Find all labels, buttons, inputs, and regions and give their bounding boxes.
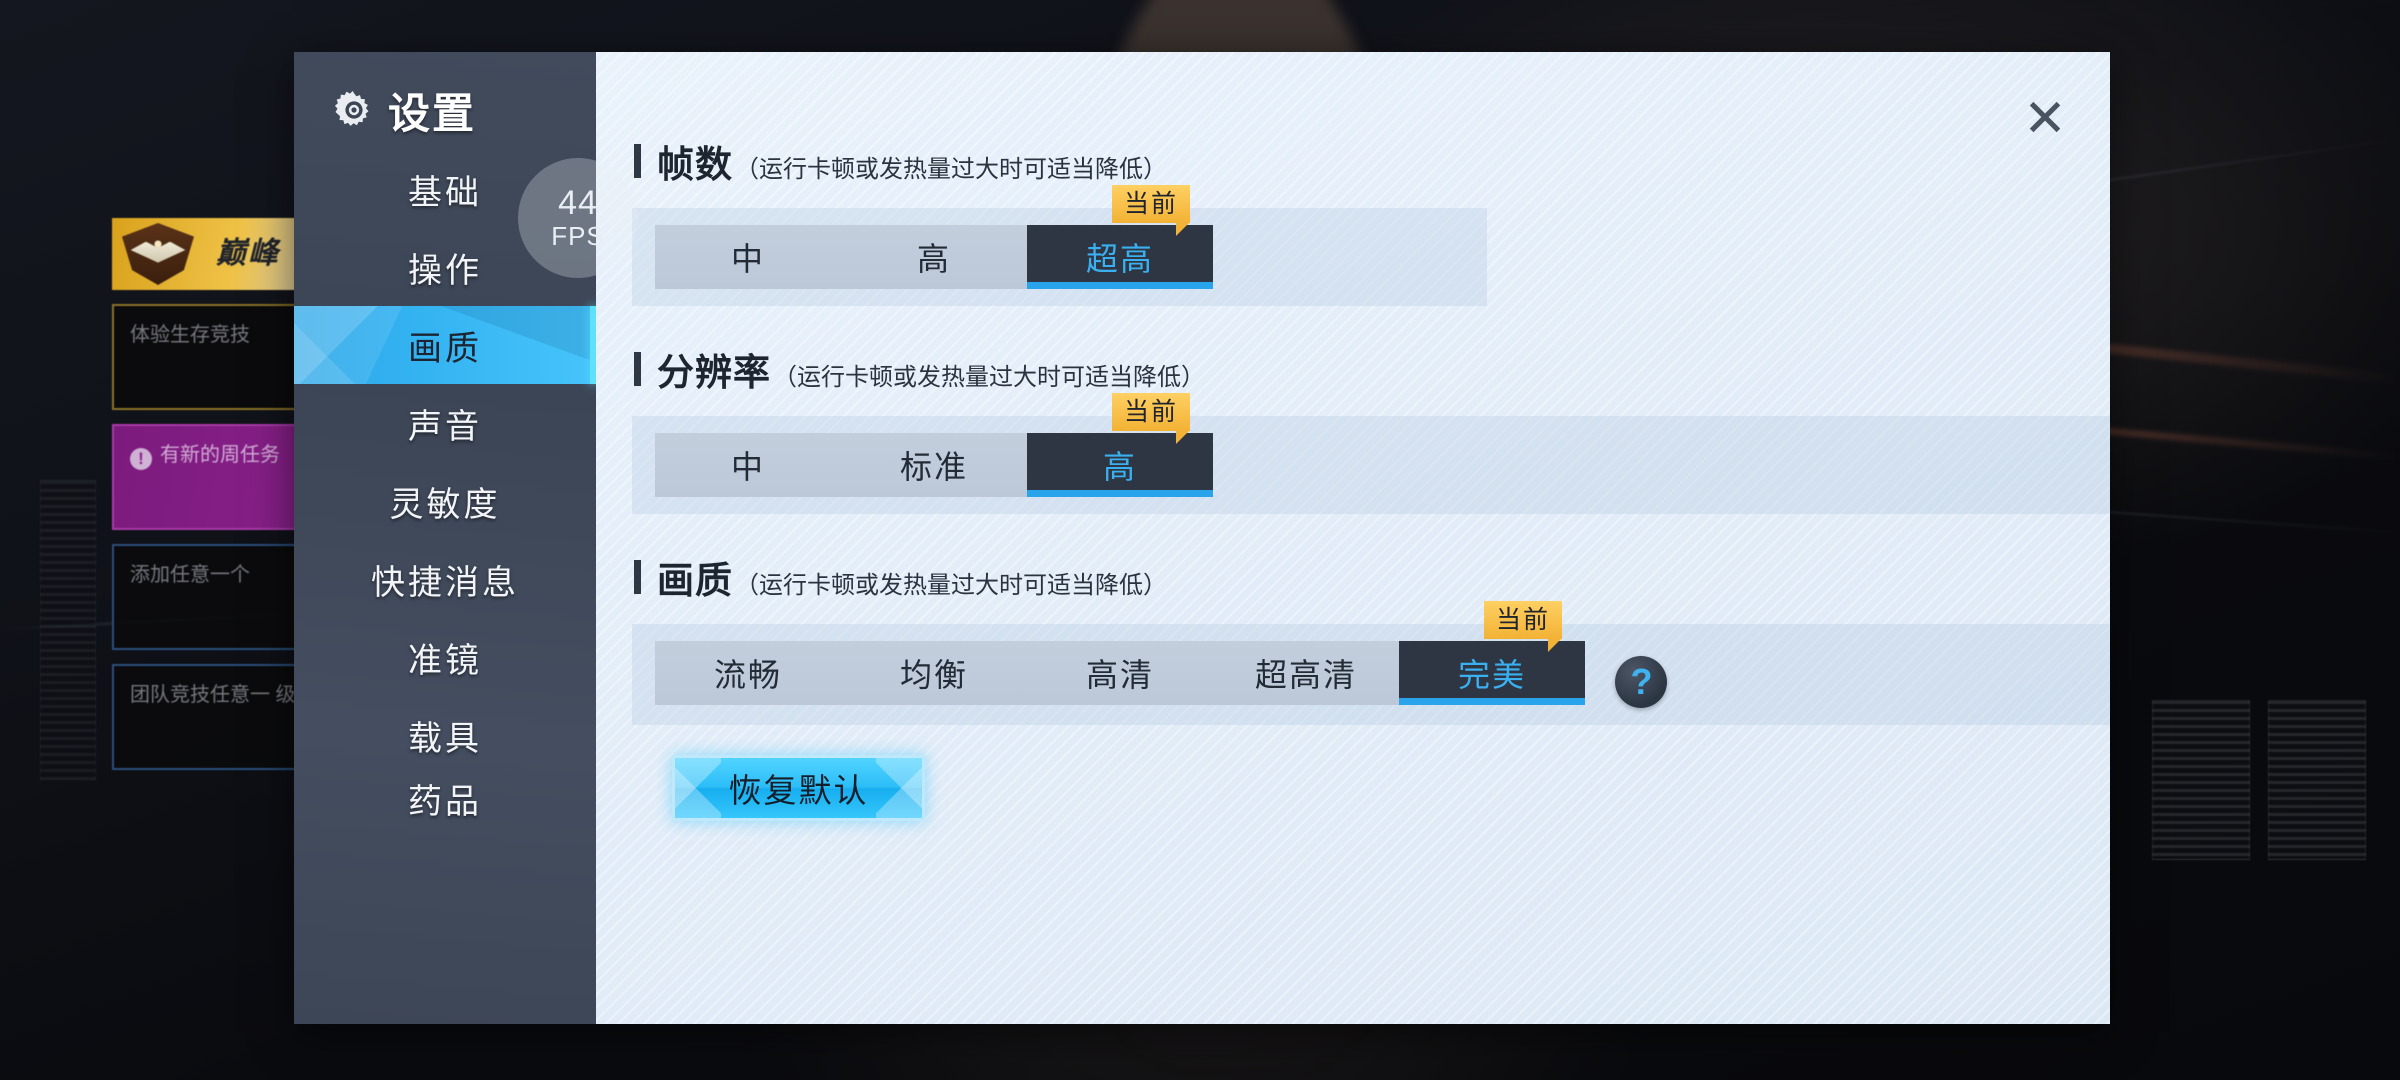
sidebar-item-graphics[interactable]: 画质 — [294, 306, 596, 384]
sidebar-item-label: 快捷消息 — [371, 563, 519, 602]
section-header: 画质 （运行卡顿或发热量过大时可适当降低） — [632, 550, 2110, 604]
dialog-title-row: 设置 — [294, 52, 596, 144]
restore-default-label: 恢复默认 — [728, 771, 869, 809]
option-label: 超高 — [1085, 241, 1154, 277]
current-badge: 当前 — [1112, 393, 1191, 444]
resolution-option-medium[interactable]: 中 — [655, 433, 841, 497]
quality-option-hd[interactable]: 高清 — [1027, 641, 1213, 705]
option-label: 完美 — [1457, 657, 1526, 693]
settings-content: ✕ 帧数 （运行卡顿或发热量过大时可适当降低） 中 高 当前 超高 — [596, 52, 2110, 1024]
sidebar-item-vehicle[interactable]: 载具 — [294, 696, 596, 774]
quality-option-balanced[interactable]: 均衡 — [841, 641, 1027, 705]
framerate-option-ultrahigh[interactable]: 当前 超高 — [1027, 185, 1213, 289]
sidebar-item-label: 基础 — [408, 173, 482, 212]
section-quality: 画质 （运行卡顿或发热量过大时可适当降低） 流畅 均衡 高清 超高清 当前 完美 — [632, 550, 2110, 725]
settings-sidebar: 设置 基础 操作 画质 声音 灵敏度 快捷消息 准镜 载具 药品 — [294, 52, 596, 1024]
help-icon[interactable]: ? — [1615, 655, 1668, 708]
sidebar-item-sound[interactable]: 声音 — [294, 384, 596, 462]
bg-vent-grille — [2152, 700, 2250, 860]
restore-row: 恢复默认 — [632, 733, 2110, 821]
sidebar-item-label: 灵敏度 — [389, 485, 501, 524]
sidebar-nav: 基础 操作 画质 声音 灵敏度 快捷消息 准镜 载具 药品 — [294, 150, 596, 820]
current-badge: 当前 — [1484, 601, 1563, 652]
page-title: 设置 — [388, 89, 477, 137]
sidebar-item-basic[interactable]: 基础 — [294, 150, 596, 228]
bg-vent-grille — [40, 480, 96, 780]
resolution-segmented-control: 中 标准 当前 高 — [655, 393, 1213, 497]
sidebar-item-label: 药品 — [408, 783, 482, 820]
resolution-option-high[interactable]: 当前 高 — [1027, 393, 1213, 497]
gear-icon — [334, 90, 374, 130]
bg-task-label: 添加任意一个 — [130, 564, 250, 586]
quality-option-ultrahd[interactable]: 超高清 — [1213, 641, 1399, 705]
rank-label: 巅峰 — [216, 237, 280, 270]
sidebar-item-label: 声音 — [408, 407, 482, 446]
section-header: 分辨率 （运行卡顿或发热量过大时可适当降低） — [632, 342, 2110, 396]
quality-segmented-control: 流畅 均衡 高清 超高清 当前 完美 — [655, 601, 1585, 705]
restore-default-button[interactable]: 恢复默认 — [672, 754, 925, 821]
option-label: 高清 — [1085, 657, 1154, 693]
sidebar-item-sensitivity[interactable]: 灵敏度 — [294, 462, 596, 540]
option-label: 高 — [916, 241, 951, 277]
warning-icon: ! — [130, 448, 152, 470]
sidebar-item-items[interactable]: 药品 — [294, 774, 596, 820]
bg-vent-grille — [2268, 700, 2366, 860]
option-label: 标准 — [899, 449, 968, 485]
section-note: （运行卡顿或发热量过大时可适当降低） — [773, 364, 1205, 391]
section-resolution: 分辨率 （运行卡顿或发热量过大时可适当降低） 中 标准 当前 高 — [632, 342, 2110, 514]
option-label: 均衡 — [899, 657, 968, 693]
section-note: （运行卡顿或发热量过大时可适当降低） — [735, 572, 1167, 599]
option-band: 流畅 均衡 高清 超高清 当前 完美 ? — [632, 601, 2110, 725]
option-band: 中 高 当前 超高 — [632, 185, 1487, 306]
bg-task-label: 有新的周任务 — [160, 444, 280, 466]
quality-option-smooth[interactable]: 流畅 — [655, 641, 841, 705]
framerate-segmented-control: 中 高 当前 超高 — [655, 185, 1213, 289]
section-title: 分辨率 — [657, 352, 771, 393]
close-icon[interactable]: ✕ — [2023, 90, 2067, 148]
bg-task-label: 体验生存竞技 — [130, 324, 250, 346]
bg-task-label: 团队竞技任意一 级 — [130, 684, 296, 706]
option-label: 超高清 — [1254, 657, 1357, 693]
section-title: 画质 — [657, 560, 733, 601]
sidebar-item-quick-messages[interactable]: 快捷消息 — [294, 540, 596, 618]
option-label: 高 — [1102, 449, 1137, 485]
option-label: 中 — [730, 449, 765, 485]
sidebar-item-label: 操作 — [408, 251, 482, 290]
current-badge: 当前 — [1112, 185, 1191, 236]
option-label: 中 — [730, 241, 765, 277]
section-note: （运行卡顿或发热量过大时可适当降低） — [735, 156, 1167, 183]
section-accent-bar — [634, 144, 641, 178]
framerate-option-medium[interactable]: 中 — [655, 225, 841, 289]
sidebar-item-label: 画质 — [408, 329, 482, 368]
section-title: 帧数 — [657, 144, 733, 185]
framerate-option-high[interactable]: 高 — [841, 225, 1027, 289]
rank-emblem-icon — [122, 223, 194, 285]
section-accent-bar — [634, 352, 641, 386]
sidebar-item-scope[interactable]: 准镜 — [294, 618, 596, 696]
sidebar-item-label: 载具 — [408, 719, 482, 758]
section-accent-bar — [634, 560, 641, 594]
section-header: 帧数 （运行卡顿或发热量过大时可适当降低） — [632, 134, 2110, 188]
option-band: 中 标准 当前 高 — [632, 393, 2110, 514]
sidebar-item-controls[interactable]: 操作 — [294, 228, 596, 306]
sidebar-item-label: 准镜 — [408, 641, 482, 680]
section-framerate: 帧数 （运行卡顿或发热量过大时可适当降低） 中 高 当前 超高 — [632, 134, 2110, 306]
settings-dialog: 设置 基础 操作 画质 声音 灵敏度 快捷消息 准镜 载具 药品 44 FPS … — [294, 52, 2110, 1024]
option-label: 流畅 — [713, 657, 782, 693]
resolution-option-standard[interactable]: 标准 — [841, 433, 1027, 497]
settings-sections: 帧数 （运行卡顿或发热量过大时可适当降低） 中 高 当前 超高 — [596, 52, 2110, 821]
quality-option-perfect[interactable]: 当前 完美 — [1399, 601, 1585, 705]
